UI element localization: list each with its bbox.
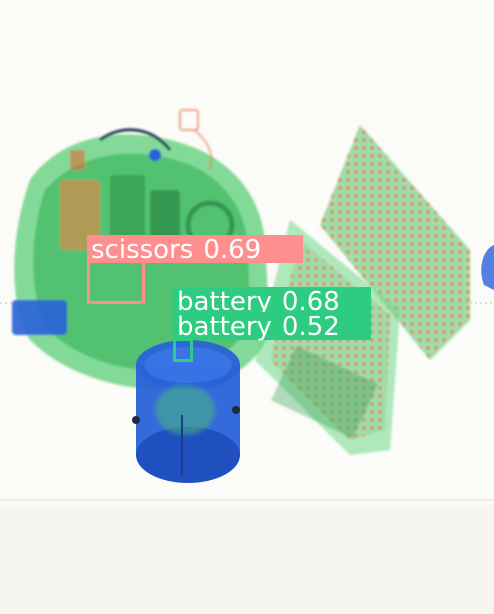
battery-label-text-1: battery bbox=[177, 287, 272, 317]
battery-label-text-2: battery bbox=[177, 312, 272, 342]
scissors-score-text: 0.69 bbox=[203, 235, 262, 265]
belt-texture bbox=[0, 505, 494, 614]
right-package-object bbox=[320, 125, 470, 360]
battery-score-text-2: 0.52 bbox=[281, 312, 340, 342]
battery-bounding-box bbox=[173, 338, 193, 362]
metal-canister-object bbox=[132, 340, 240, 483]
scissors-detection-label: scissors 0.69 bbox=[87, 235, 303, 263]
scissors-bounding-box bbox=[87, 260, 145, 304]
scissors-label-text: scissors bbox=[91, 235, 194, 265]
battery-detection-label-2: battery 0.52 bbox=[173, 312, 371, 340]
battery-score-text-1: 0.68 bbox=[281, 287, 340, 317]
edge-object bbox=[481, 245, 494, 290]
battery-detection-label-1: battery 0.68 bbox=[173, 287, 371, 315]
